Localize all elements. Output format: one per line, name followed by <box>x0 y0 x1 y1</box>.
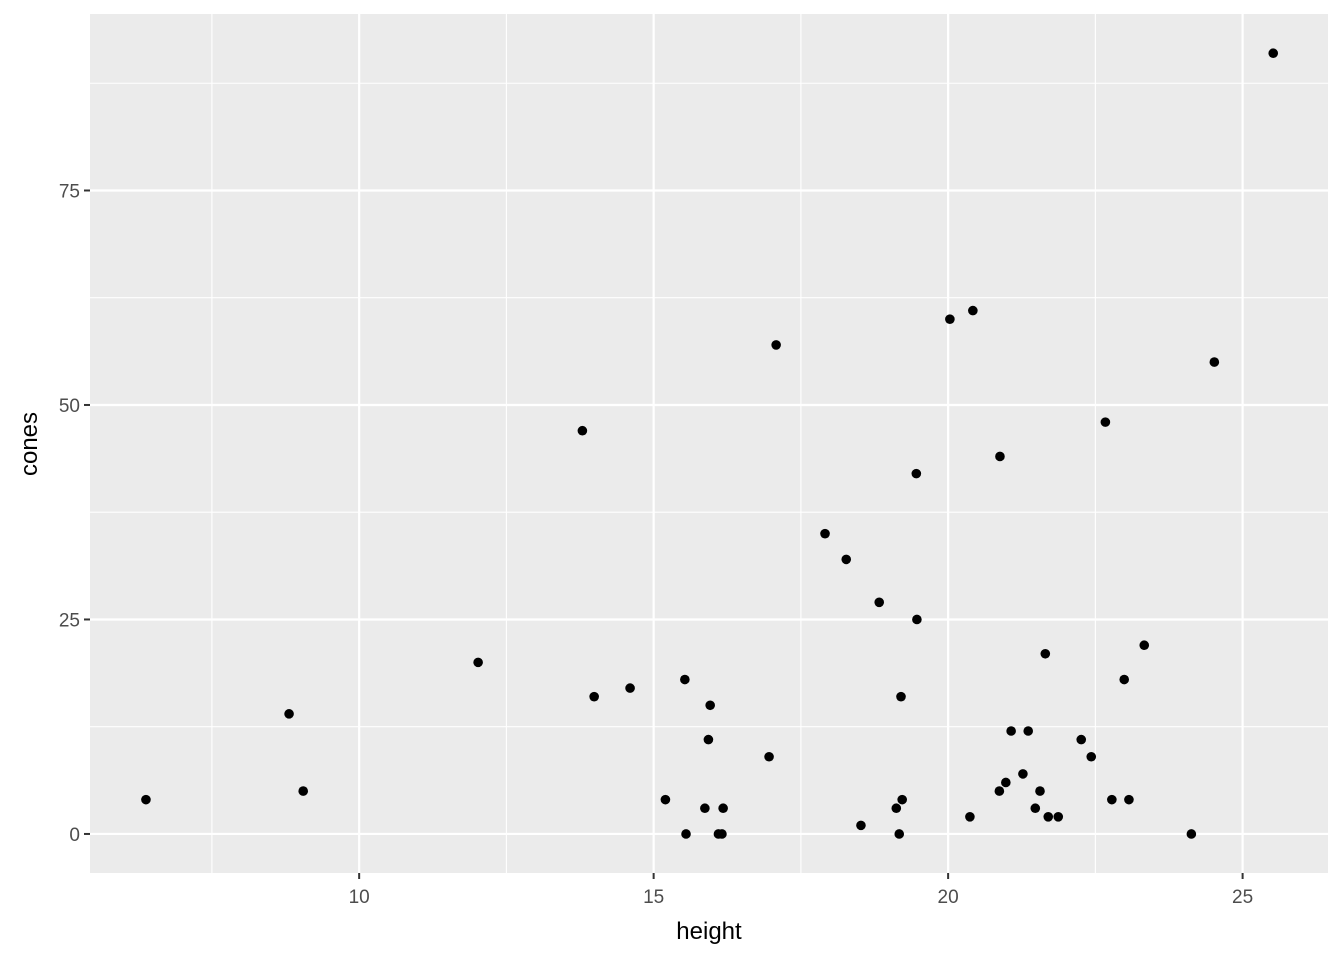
data-point <box>894 829 905 839</box>
data-point <box>874 597 885 608</box>
data-point <box>660 794 671 805</box>
data-point <box>1107 794 1117 805</box>
y-axis-label: cones <box>16 412 43 476</box>
data-point <box>995 451 1005 462</box>
data-point <box>897 794 907 805</box>
x-axis-ticks: 10 15 20 25 <box>349 873 1253 908</box>
x-axis-label: height <box>676 918 742 945</box>
data-point <box>1030 803 1041 814</box>
data-point <box>681 829 691 839</box>
data-point <box>1018 769 1028 779</box>
x-tick-label: 15 <box>643 887 664 908</box>
data-point <box>700 803 710 814</box>
data-point <box>1006 726 1016 736</box>
data-point <box>718 803 728 814</box>
data-point <box>1001 777 1011 788</box>
data-point <box>764 751 774 762</box>
data-point <box>141 794 151 805</box>
plot-panel <box>90 14 1328 873</box>
data-point <box>577 425 588 436</box>
data-point <box>1119 674 1130 685</box>
data-point <box>1209 357 1220 367</box>
y-tick-label: 0 <box>69 825 80 846</box>
data-point <box>965 812 975 822</box>
y-tick-label: 75 <box>59 181 80 202</box>
data-point <box>625 683 635 693</box>
y-axis-ticks: 0 25 50 75 <box>59 181 90 846</box>
data-point <box>896 691 906 702</box>
data-point <box>589 691 599 702</box>
x-tick-label: 25 <box>1232 887 1253 908</box>
data-point <box>1053 812 1064 822</box>
data-point <box>912 614 922 625</box>
data-point <box>1186 829 1197 839</box>
data-point <box>820 528 830 539</box>
data-point <box>841 554 852 565</box>
data-point <box>1139 640 1150 651</box>
data-point <box>945 314 955 324</box>
minor-gridlines <box>90 14 1328 873</box>
y-tick-label: 50 <box>59 396 80 417</box>
data-point <box>1043 812 1054 822</box>
data-point <box>703 734 714 745</box>
data-point <box>1124 794 1134 805</box>
data-point <box>298 786 309 796</box>
data-point <box>1076 734 1087 745</box>
data-point <box>1268 48 1279 59</box>
x-tick-label: 20 <box>938 887 959 908</box>
data-point <box>1086 751 1097 762</box>
data-point <box>1023 726 1034 736</box>
data-point <box>1040 648 1051 659</box>
data-points <box>141 48 1279 839</box>
data-point <box>705 700 715 711</box>
data-point <box>284 709 294 719</box>
data-point <box>473 657 483 668</box>
major-gridlines <box>90 14 1328 873</box>
data-point <box>771 340 781 350</box>
y-tick-label: 25 <box>59 610 80 631</box>
data-point <box>856 820 866 831</box>
data-point <box>891 803 902 814</box>
x-tick-label: 10 <box>349 887 370 908</box>
data-point <box>680 674 690 685</box>
data-point <box>968 305 978 316</box>
data-point <box>911 468 922 479</box>
data-point <box>1100 417 1111 427</box>
data-point <box>994 786 1005 796</box>
data-point <box>1035 786 1045 796</box>
data-point <box>717 829 727 839</box>
